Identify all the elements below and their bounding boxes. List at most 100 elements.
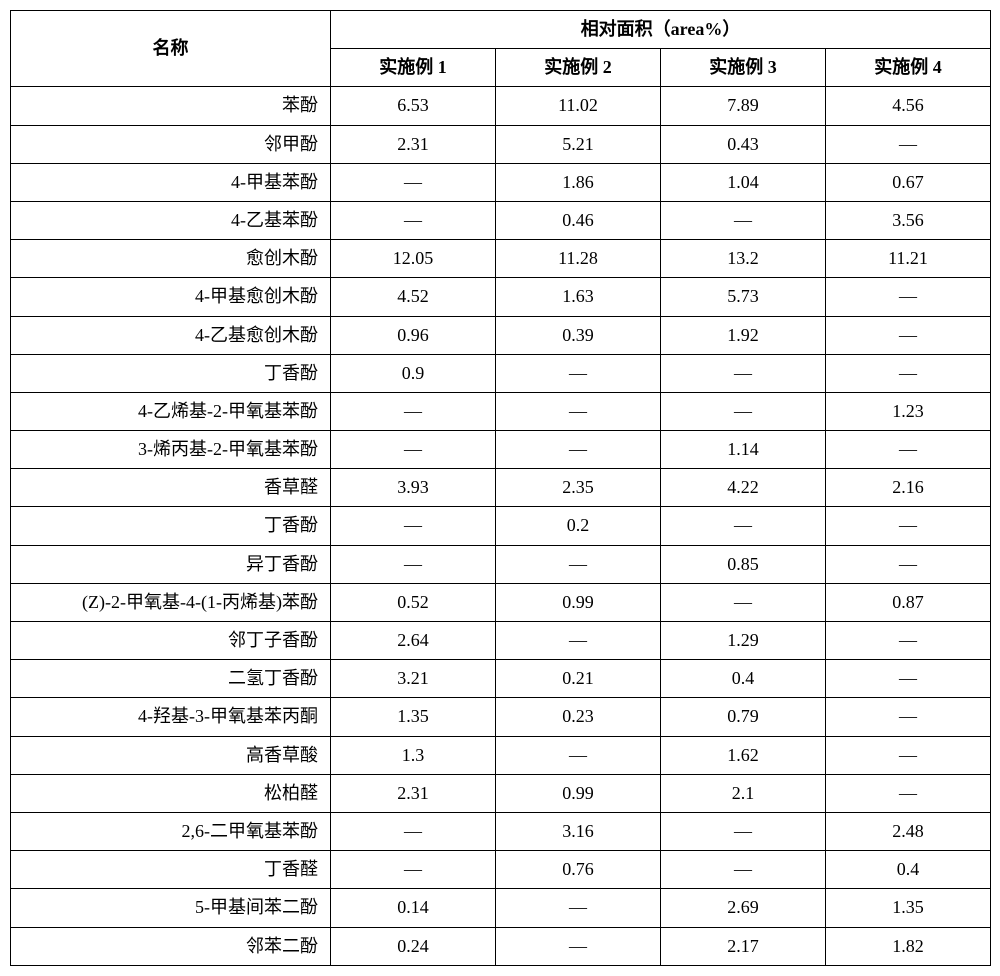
row-value: 7.89 xyxy=(661,87,826,125)
row-name: 4-乙基苯酚 xyxy=(11,201,331,239)
row-name: 高香草酸 xyxy=(11,736,331,774)
row-value: 3.56 xyxy=(826,201,991,239)
header-col-2: 实施例 2 xyxy=(496,49,661,87)
row-value: 3.93 xyxy=(331,469,496,507)
row-name: 苯酚 xyxy=(11,87,331,125)
row-value: — xyxy=(496,354,661,392)
table-row: 丁香酚0.9——— xyxy=(11,354,991,392)
table-row: 异丁香酚——0.85— xyxy=(11,545,991,583)
table-row: 4-乙基苯酚—0.46—3.56 xyxy=(11,201,991,239)
row-value: — xyxy=(826,354,991,392)
row-value: — xyxy=(331,201,496,239)
header-row-1: 名称 相对面积（area%） xyxy=(11,11,991,49)
table-header: 名称 相对面积（area%） 实施例 1 实施例 2 实施例 3 实施例 4 xyxy=(11,11,991,87)
row-value: 1.29 xyxy=(661,622,826,660)
row-value: — xyxy=(826,736,991,774)
row-name: (Z)-2-甲氧基-4-(1-丙烯基)苯酚 xyxy=(11,583,331,621)
row-name: 4-甲基苯酚 xyxy=(11,163,331,201)
row-value: — xyxy=(826,622,991,660)
row-value: 13.2 xyxy=(661,240,826,278)
row-value: 3.16 xyxy=(496,812,661,850)
table-row: 4-羟基-3-甲氧基苯丙酮1.350.230.79— xyxy=(11,698,991,736)
row-value: — xyxy=(661,583,826,621)
row-name: 丁香酚 xyxy=(11,507,331,545)
row-value: — xyxy=(661,201,826,239)
row-value: 0.76 xyxy=(496,851,661,889)
row-value: — xyxy=(331,507,496,545)
row-value: — xyxy=(496,927,661,965)
row-value: — xyxy=(826,278,991,316)
table-row: 松柏醛2.310.992.1— xyxy=(11,774,991,812)
row-value: 1.35 xyxy=(331,698,496,736)
row-name: 邻丁子香酚 xyxy=(11,622,331,660)
row-value: — xyxy=(496,889,661,927)
row-value: — xyxy=(661,507,826,545)
row-value: 2.31 xyxy=(331,125,496,163)
row-value: — xyxy=(496,736,661,774)
row-name: 香草醛 xyxy=(11,469,331,507)
table-row: 5-甲基间苯二酚0.14—2.691.35 xyxy=(11,889,991,927)
row-name: 4-乙烯基-2-甲氧基苯酚 xyxy=(11,392,331,430)
header-group: 相对面积（area%） xyxy=(331,11,991,49)
row-name: 丁香醛 xyxy=(11,851,331,889)
table-row: 苯酚6.5311.027.894.56 xyxy=(11,87,991,125)
row-name: 异丁香酚 xyxy=(11,545,331,583)
row-value: 0.4 xyxy=(661,660,826,698)
row-value: — xyxy=(331,163,496,201)
row-value: — xyxy=(331,431,496,469)
row-value: 2.31 xyxy=(331,774,496,812)
row-name: 2,6-二甲氧基苯酚 xyxy=(11,812,331,850)
row-value: — xyxy=(331,851,496,889)
row-value: 1.63 xyxy=(496,278,661,316)
row-value: 0.99 xyxy=(496,774,661,812)
row-name: 邻甲酚 xyxy=(11,125,331,163)
row-value: — xyxy=(826,316,991,354)
row-value: 11.28 xyxy=(496,240,661,278)
table-row: 4-乙基愈创木酚0.960.391.92— xyxy=(11,316,991,354)
row-name: 二氢丁香酚 xyxy=(11,660,331,698)
row-name: 5-甲基间苯二酚 xyxy=(11,889,331,927)
row-value: 0.21 xyxy=(496,660,661,698)
row-value: — xyxy=(661,354,826,392)
header-col-3: 实施例 3 xyxy=(661,49,826,87)
table-row: 邻苯二酚0.24—2.171.82 xyxy=(11,927,991,965)
row-value: 0.24 xyxy=(331,927,496,965)
row-value: 0.85 xyxy=(661,545,826,583)
row-value: — xyxy=(826,507,991,545)
table-row: (Z)-2-甲氧基-4-(1-丙烯基)苯酚0.520.99—0.87 xyxy=(11,583,991,621)
row-value: 3.21 xyxy=(331,660,496,698)
row-value: 0.46 xyxy=(496,201,661,239)
row-value: 0.23 xyxy=(496,698,661,736)
row-value: — xyxy=(826,774,991,812)
row-value: 0.99 xyxy=(496,583,661,621)
header-name: 名称 xyxy=(11,11,331,87)
row-value: 0.2 xyxy=(496,507,661,545)
row-value: 11.21 xyxy=(826,240,991,278)
table-row: 邻甲酚2.315.210.43— xyxy=(11,125,991,163)
row-value: 2.16 xyxy=(826,469,991,507)
row-value: 2.35 xyxy=(496,469,661,507)
table-row: 香草醛3.932.354.222.16 xyxy=(11,469,991,507)
row-value: 5.21 xyxy=(496,125,661,163)
row-value: 0.9 xyxy=(331,354,496,392)
row-value: 0.52 xyxy=(331,583,496,621)
row-value: 0.96 xyxy=(331,316,496,354)
row-value: 1.35 xyxy=(826,889,991,927)
row-value: 6.53 xyxy=(331,87,496,125)
table-row: 4-乙烯基-2-甲氧基苯酚———1.23 xyxy=(11,392,991,430)
row-value: — xyxy=(826,545,991,583)
row-value: 2.64 xyxy=(331,622,496,660)
row-value: 0.79 xyxy=(661,698,826,736)
row-value: — xyxy=(826,125,991,163)
table-row: 4-甲基愈创木酚4.521.635.73— xyxy=(11,278,991,316)
row-value: 4.52 xyxy=(331,278,496,316)
row-value: — xyxy=(496,545,661,583)
row-value: — xyxy=(496,392,661,430)
row-value: — xyxy=(826,431,991,469)
table-row: 4-甲基苯酚—1.861.040.67 xyxy=(11,163,991,201)
row-value: — xyxy=(496,431,661,469)
row-value: 11.02 xyxy=(496,87,661,125)
row-value: 0.67 xyxy=(826,163,991,201)
row-value: 12.05 xyxy=(331,240,496,278)
row-value: 2.17 xyxy=(661,927,826,965)
